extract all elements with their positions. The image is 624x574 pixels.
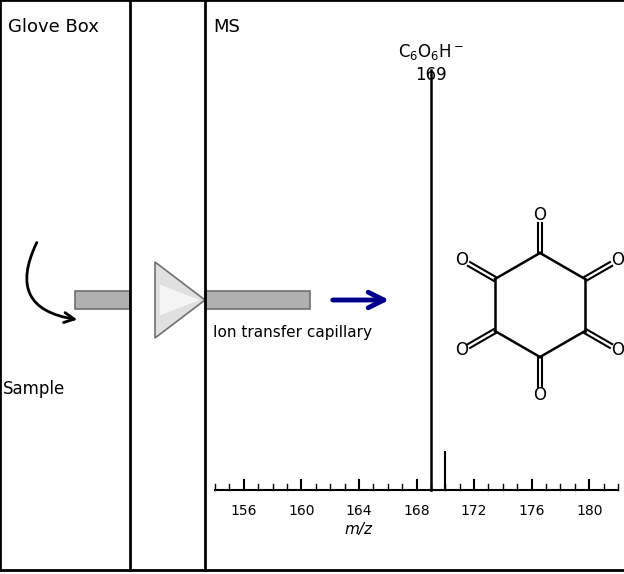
Text: O: O [534, 206, 547, 224]
Text: O: O [612, 251, 624, 269]
Polygon shape [160, 285, 200, 315]
Text: O: O [456, 341, 469, 359]
Polygon shape [205, 291, 310, 309]
Text: m/z: m/z [345, 522, 373, 537]
Text: O: O [612, 341, 624, 359]
Text: 168: 168 [403, 504, 430, 518]
Text: Ion transfer capillary: Ion transfer capillary [213, 325, 372, 340]
Polygon shape [75, 291, 130, 309]
Text: 156: 156 [230, 504, 257, 518]
Text: MS: MS [213, 18, 240, 36]
Text: O: O [534, 386, 547, 404]
Polygon shape [155, 262, 205, 338]
Text: 169: 169 [415, 66, 447, 84]
Text: Sample: Sample [3, 380, 66, 398]
Text: 164: 164 [346, 504, 372, 518]
Text: 176: 176 [519, 504, 545, 518]
Text: 160: 160 [288, 504, 314, 518]
Text: 172: 172 [461, 504, 487, 518]
Text: 180: 180 [576, 504, 602, 518]
Text: C$_6$O$_6$H$^-$: C$_6$O$_6$H$^-$ [397, 42, 464, 62]
Text: Glove Box: Glove Box [8, 18, 99, 36]
Text: O: O [456, 251, 469, 269]
